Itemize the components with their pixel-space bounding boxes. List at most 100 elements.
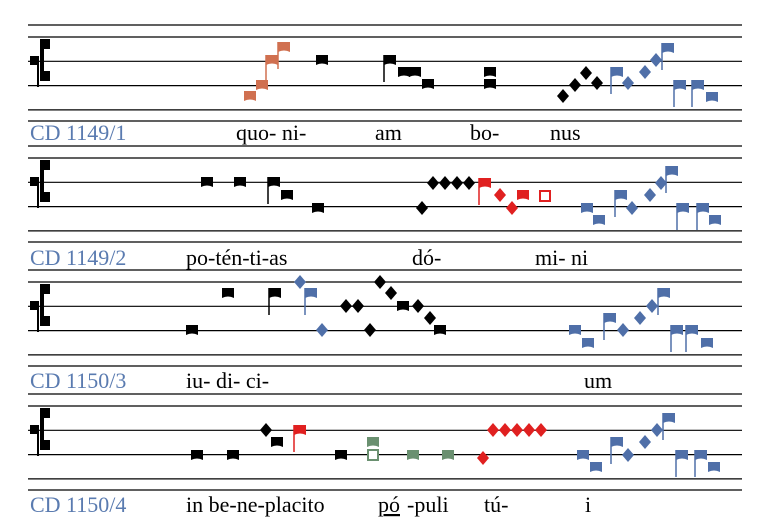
neume bbox=[569, 325, 581, 335]
neume bbox=[701, 338, 713, 348]
neume bbox=[439, 176, 451, 190]
neume bbox=[398, 67, 410, 77]
neume bbox=[385, 286, 397, 300]
neume bbox=[407, 450, 419, 460]
staff bbox=[28, 145, 742, 243]
neume bbox=[260, 423, 272, 437]
neume bbox=[639, 435, 651, 449]
neume bbox=[484, 67, 496, 77]
neume bbox=[424, 311, 436, 325]
syllable: am bbox=[375, 120, 402, 145]
clef bbox=[30, 56, 39, 65]
syllable: iu- di- ci- bbox=[186, 368, 269, 393]
neume bbox=[674, 80, 686, 90]
row-label: CD 1150/4 bbox=[30, 492, 126, 517]
neume bbox=[316, 323, 328, 337]
neume bbox=[591, 76, 603, 90]
neume bbox=[352, 299, 364, 313]
neume bbox=[397, 301, 409, 311]
neume bbox=[364, 323, 376, 337]
syllable: po-tén-ti-as bbox=[186, 245, 287, 270]
neume bbox=[617, 323, 629, 337]
neume bbox=[611, 67, 623, 77]
clef bbox=[40, 39, 50, 81]
neume bbox=[256, 80, 268, 90]
neume bbox=[494, 188, 506, 202]
neume bbox=[442, 450, 454, 460]
syllable: nus bbox=[550, 120, 581, 145]
neume bbox=[416, 201, 428, 215]
neume bbox=[671, 325, 683, 335]
clef bbox=[40, 284, 50, 326]
neume bbox=[463, 176, 475, 190]
neume bbox=[644, 188, 656, 202]
neume bbox=[487, 423, 499, 437]
neume bbox=[577, 450, 589, 460]
syllable: -puli bbox=[407, 492, 449, 517]
neume bbox=[340, 299, 352, 313]
syllable: bo- bbox=[470, 120, 499, 145]
neume bbox=[367, 437, 379, 447]
neume bbox=[646, 299, 658, 313]
neume bbox=[622, 76, 634, 90]
clef bbox=[30, 301, 39, 310]
neume bbox=[234, 177, 246, 187]
neume bbox=[367, 449, 379, 461]
neume bbox=[506, 201, 518, 215]
neume bbox=[709, 215, 721, 225]
neume bbox=[427, 176, 439, 190]
neume bbox=[434, 325, 446, 335]
neume bbox=[227, 450, 239, 460]
neume bbox=[581, 203, 593, 213]
neume bbox=[186, 325, 198, 335]
neume bbox=[294, 425, 306, 435]
neume bbox=[278, 42, 290, 52]
neume bbox=[650, 53, 662, 67]
neume bbox=[294, 275, 306, 289]
neume bbox=[305, 288, 317, 298]
neume bbox=[569, 78, 581, 92]
neume bbox=[639, 65, 651, 79]
neume bbox=[499, 423, 511, 437]
neume bbox=[479, 178, 491, 188]
neume bbox=[708, 462, 720, 472]
neume bbox=[686, 325, 698, 335]
syllable: quo- ni- bbox=[236, 120, 306, 145]
neume bbox=[655, 176, 667, 190]
neume bbox=[676, 450, 688, 460]
neume bbox=[409, 67, 421, 77]
syllable: i bbox=[585, 492, 591, 517]
neume bbox=[593, 215, 605, 225]
neume bbox=[622, 448, 634, 462]
neume bbox=[477, 451, 489, 465]
neume bbox=[695, 450, 707, 460]
clef bbox=[30, 177, 39, 186]
syllable: in be-ne-placito bbox=[186, 492, 325, 517]
neume bbox=[484, 79, 496, 89]
neume bbox=[244, 91, 256, 101]
staff bbox=[28, 24, 742, 122]
clef bbox=[30, 425, 39, 434]
neume bbox=[663, 413, 675, 423]
neume bbox=[384, 55, 396, 65]
neume bbox=[271, 437, 283, 447]
syllable: mi- ni bbox=[535, 245, 588, 270]
neume bbox=[539, 190, 551, 202]
neume bbox=[316, 55, 328, 65]
row-label: CD 1150/3 bbox=[30, 368, 126, 393]
neume bbox=[535, 423, 547, 437]
neume bbox=[281, 190, 293, 200]
neume bbox=[692, 80, 704, 90]
neume bbox=[658, 288, 670, 298]
neume bbox=[604, 313, 616, 323]
clef bbox=[40, 160, 50, 202]
neume bbox=[666, 166, 678, 176]
neume bbox=[191, 450, 203, 460]
neume bbox=[580, 66, 592, 80]
syllable: tú- bbox=[484, 492, 508, 517]
neume bbox=[523, 423, 535, 437]
neume bbox=[706, 92, 718, 102]
neume bbox=[412, 299, 424, 313]
neume bbox=[511, 423, 523, 437]
